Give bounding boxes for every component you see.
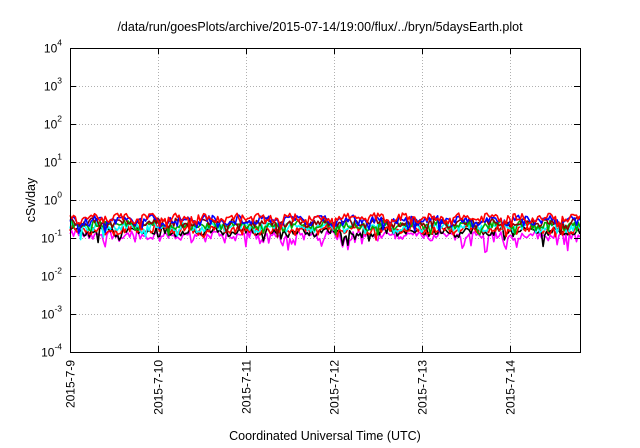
y-tick-label: 10-3 — [41, 304, 62, 322]
chart-title: /data/run/goesPlots/archive/2015-07-14/1… — [117, 20, 523, 34]
y-tick-label: 102 — [44, 114, 62, 132]
y-tick-label: 10-4 — [41, 342, 62, 360]
series-line — [69, 220, 581, 241]
x-tick-label: 2015-7-11 — [240, 360, 254, 414]
x-tick-label: 2015-7-14 — [504, 360, 518, 415]
x-tick-label: 2015-7-9 — [64, 360, 78, 408]
grid-lines — [70, 48, 580, 352]
y-tick-label: 100 — [44, 190, 62, 208]
x-axis-label: Coordinated Universal Time (UTC) — [229, 429, 421, 443]
x-tick-labels: 2015-7-9 2015-7-10 2015-7-11 2015-7-12 2015-… — [64, 360, 518, 415]
series-line — [69, 216, 581, 238]
y-tick-label: 103 — [44, 76, 62, 94]
series-group — [69, 212, 581, 254]
axis-ticks — [70, 48, 580, 353]
y-tick-label: 10-2 — [41, 266, 62, 284]
series-line — [69, 214, 581, 235]
x-tick-label: 2015-7-12 — [328, 360, 342, 415]
x-tick-label: 2015-7-10 — [152, 360, 166, 415]
series-line — [69, 212, 581, 231]
y-axis-label: cSv/day — [24, 177, 38, 222]
y-tick-labels: 104 103 102 101 100 10-1 10-2 10-3 10-4 — [41, 38, 62, 360]
y-tick-label: 101 — [44, 152, 62, 170]
x-tick-label: 2015-7-13 — [416, 360, 430, 415]
y-tick-label: 10-1 — [41, 228, 62, 246]
y-tick-label: 104 — [44, 38, 62, 56]
